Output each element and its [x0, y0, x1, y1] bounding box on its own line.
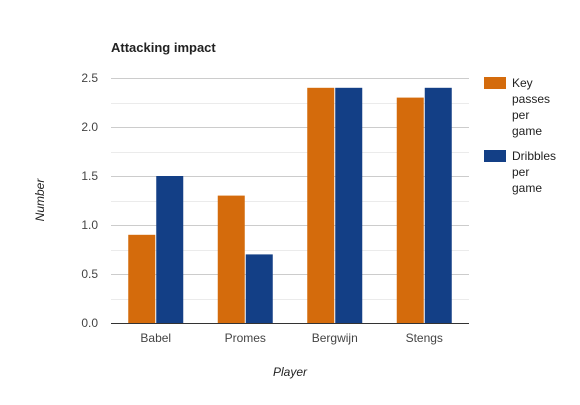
legend-label: game: [512, 181, 542, 195]
x-tick-label: Babel: [140, 331, 171, 345]
x-tick-label: Bergwijn: [312, 331, 358, 345]
y-tick-labels: 0.0 0.5 1.0 1.5 2.0 2.5: [81, 71, 98, 330]
x-tick-label: Stengs: [406, 331, 443, 345]
legend-label: passes: [512, 92, 550, 106]
bar-bergwijn-key-passes[interactable]: [307, 87, 335, 323]
y-axis-title: Number: [33, 178, 47, 222]
y-tick-label: 1.0: [81, 218, 98, 232]
bar-bergwijn-dribbles[interactable]: [335, 87, 363, 323]
legend-swatch: [484, 77, 506, 89]
bar-babel-dribbles[interactable]: [156, 176, 184, 323]
x-tick-labels: Babel Promes Bergwijn Stengs: [140, 331, 443, 345]
legend-label: Dribbles: [512, 149, 556, 163]
y-tick-label: 0.0: [81, 316, 98, 330]
y-tick-label: 2.0: [81, 120, 98, 134]
chart-title: Attacking impact: [111, 40, 216, 55]
legend-item[interactable]: Key passes per game: [484, 76, 550, 138]
legend-label: Key: [512, 76, 533, 90]
bars: [128, 87, 452, 323]
x-tick-label: Promes: [225, 331, 266, 345]
bar-promes-dribbles[interactable]: [245, 254, 273, 323]
legend-label: per: [512, 165, 529, 179]
legend[interactable]: Key passes per game Dribbles per game: [484, 76, 556, 195]
bar-promes-key-passes[interactable]: [217, 195, 245, 323]
bar-babel-key-passes[interactable]: [128, 234, 156, 323]
legend-item[interactable]: Dribbles per game: [484, 149, 556, 195]
legend-label: game: [512, 124, 542, 138]
x-axis-title: Player: [273, 365, 308, 379]
y-tick-label: 1.5: [81, 169, 98, 183]
bar-stengs-dribbles[interactable]: [424, 87, 452, 323]
legend-swatch: [484, 150, 506, 162]
y-tick-label: 0.5: [81, 267, 98, 281]
legend-label: per: [512, 108, 529, 122]
bar-stengs-key-passes[interactable]: [396, 97, 424, 323]
y-tick-label: 2.5: [81, 71, 98, 85]
